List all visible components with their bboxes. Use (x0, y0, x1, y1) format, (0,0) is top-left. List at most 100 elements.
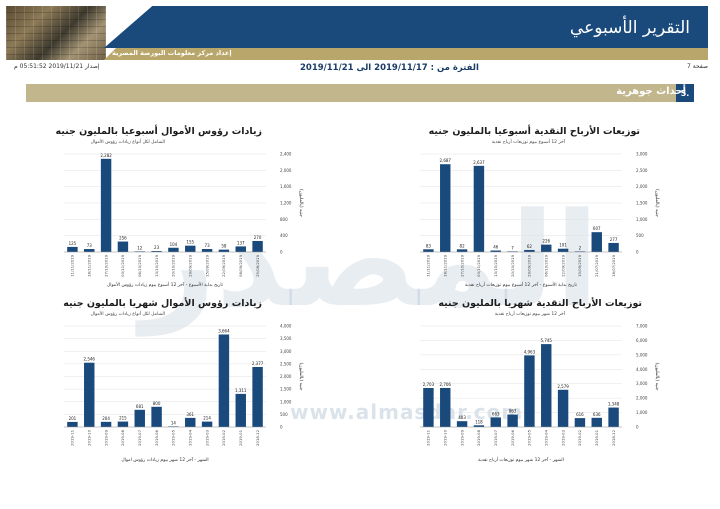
bar-value-label: 270 (254, 235, 262, 240)
bar (168, 247, 179, 252)
section-number: 5. (676, 84, 694, 102)
x-tick-label: 22/09/2019 (221, 254, 226, 276)
x-tick-label: 2019-11 (70, 429, 75, 445)
bar-value-label: 361 (186, 412, 194, 417)
bar (151, 406, 162, 427)
x-tick-label: 2019-07 (493, 429, 498, 445)
x-axis-label: تاريخ بداية الأسبوع - آخر 12 أسبوع بيوم … (107, 281, 224, 288)
bar-value-label: 101 (559, 243, 567, 248)
x-tick-label: 21/07/2019 (594, 254, 599, 276)
bar-value-label: 137 (237, 240, 245, 245)
bar-value-label: 58 (221, 244, 227, 249)
x-tick-label: 2019-05 (171, 429, 176, 445)
bar-value-label: 204 (102, 416, 110, 421)
y-tick-label: 1,000 (636, 410, 648, 415)
bar (235, 246, 246, 252)
bar (201, 249, 213, 252)
bar (423, 387, 434, 427)
x-tick-label: 2019-06 (154, 429, 159, 445)
y-axis-label: جنيه (بالمليون) (654, 363, 660, 391)
x-tick-label: 13/10/2019 (154, 254, 159, 276)
x-tick-label: 2019-11 (426, 429, 431, 445)
x-tick-label: 2018-12 (611, 429, 616, 445)
bar (100, 421, 112, 427)
y-tick-label: 4,000 (280, 324, 292, 329)
bar (591, 417, 602, 427)
chart-title-weekly-capital: زيادات رؤوس الأموال أسبوعيا بالمليون جني… (55, 126, 263, 137)
bar (557, 248, 569, 252)
bar-value-label: 1,311 (235, 388, 247, 393)
bar (117, 241, 129, 252)
bar-value-label: 82 (460, 243, 466, 248)
bar-value-label: 256 (119, 236, 127, 241)
bar-value-label: 2,706 (440, 382, 452, 387)
bar-value-label: 4,963 (524, 349, 536, 354)
x-tick-label: 15/09/2019 (577, 254, 582, 276)
x-tick-label: 2019-01 (238, 429, 243, 445)
y-tick-label: 500 (636, 233, 644, 238)
bar (185, 417, 196, 427)
x-tick-label: 18/07/2019 (611, 254, 616, 276)
bar-value-label: 62 (527, 244, 533, 249)
x-axis-label: تاريخ بداية الأسبوع - آخر 12 أسبوع بيوم … (465, 281, 578, 288)
x-tick-label: 03/11/2019 (120, 254, 125, 276)
y-tick-label: 3,000 (636, 152, 648, 157)
bar (168, 426, 179, 427)
x-tick-label: 2019-05 (527, 429, 532, 445)
bar-value-label: 616 (576, 412, 584, 417)
y-tick-label: 0 (280, 425, 283, 430)
bar-value-label: 14 (171, 420, 177, 425)
y-tick-label: 3,000 (280, 349, 292, 354)
y-tick-label: 2,400 (280, 152, 292, 157)
y-tick-label: 1,600 (280, 184, 292, 189)
bar (473, 165, 485, 252)
bar-value-label: 3,664 (218, 328, 230, 333)
x-tick-label: 29/09/2019 (187, 254, 192, 276)
bar-value-label: 2,579 (557, 384, 569, 389)
bar (151, 251, 162, 252)
y-tick-label: 7,000 (636, 324, 648, 329)
bar (507, 414, 518, 427)
bar-value-label: 2,546 (84, 357, 96, 362)
bar (608, 407, 619, 427)
bar-value-label: 2,687 (440, 158, 452, 163)
chart-subtitle-monthly-dividends: آخر 12 شهر بيوم توزيعات أرباح نقدية (494, 312, 565, 317)
bar (524, 249, 535, 252)
x-tick-label: 2019-01 (594, 429, 599, 445)
bar (423, 249, 434, 252)
bar-value-label: 2,377 (252, 361, 264, 366)
bar (218, 249, 230, 252)
bar-value-label: 800 (153, 401, 161, 406)
bar (440, 387, 451, 427)
header-photo (6, 6, 106, 60)
y-tick-label: 2,500 (280, 361, 292, 366)
bar (252, 240, 263, 252)
bar-value-label: 83 (426, 243, 432, 248)
bar (591, 232, 602, 252)
y-tick-label: 1,200 (280, 201, 292, 206)
chart-title-monthly-dividends: توزيعات الأرباح النقدية شهريا بالمليون ج… (438, 298, 642, 309)
x-tick-label: 2019-09 (103, 429, 108, 445)
x-tick-label: 13/10/2019 (493, 254, 498, 276)
bar-value-label: 215 (119, 416, 127, 421)
chart-title-weekly-dividends: توزيعات الأرباح النقدية أسبوعيا بالمليون… (428, 126, 640, 137)
y-axis-label: جنيه (بالمليون) (654, 189, 660, 217)
x-tick-label: 29/09/2019 (527, 254, 532, 276)
header-banner (104, 6, 708, 48)
bar (456, 421, 468, 427)
bar-value-label: 104 (170, 242, 178, 247)
bar (67, 421, 78, 427)
bar (574, 418, 586, 427)
bar-value-label: 1,348 (608, 402, 620, 407)
chart-subtitle-weekly-dividends: آخر 12 أسبوع بيوم توزيعات أرباح نقدية (491, 140, 565, 145)
y-axis-label: جنيه (بالمليون) (298, 363, 304, 391)
x-axis-label: الشهر - آخر 12 شهر بيوم زيادات رؤوس اموا… (121, 457, 208, 463)
x-tick-label: 22/09/2019 (560, 254, 565, 276)
y-tick-label: 1,000 (636, 217, 648, 222)
x-tick-label: 06/10/2019 (137, 254, 142, 276)
bar (201, 421, 213, 427)
x-tick-label: 11/11/2019 (70, 254, 75, 276)
x-tick-label: 2019-04 (187, 429, 192, 445)
x-tick-label: 2018-12 (255, 429, 260, 445)
bar-value-label: 5,745 (541, 338, 553, 343)
